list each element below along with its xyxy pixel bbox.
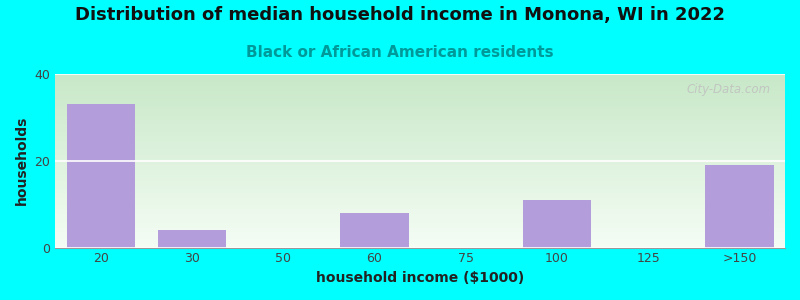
Y-axis label: households: households xyxy=(15,116,29,206)
Text: Black or African American residents: Black or African American residents xyxy=(246,45,554,60)
Text: City-Data.com: City-Data.com xyxy=(686,83,770,96)
Bar xyxy=(66,104,135,248)
X-axis label: household income ($1000): household income ($1000) xyxy=(316,271,524,285)
Bar xyxy=(340,213,409,248)
Bar xyxy=(522,200,591,248)
Bar xyxy=(705,165,774,247)
Text: Distribution of median household income in Monona, WI in 2022: Distribution of median household income … xyxy=(75,6,725,24)
Bar xyxy=(158,230,226,247)
